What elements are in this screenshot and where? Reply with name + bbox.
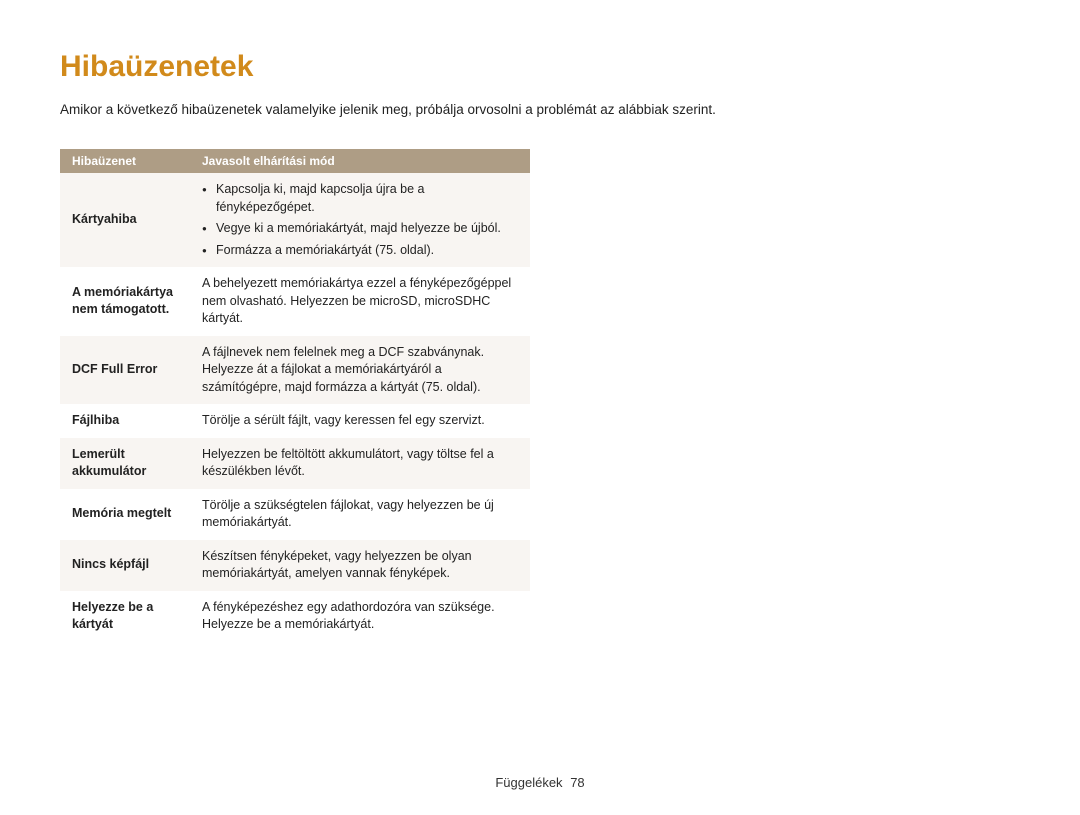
row-remedy: Kapcsolja ki, majd kapcsolja újra be a f… [190,173,530,267]
error-table: Hibaüzenet Javasolt elhárítási mód Kárty… [60,149,530,642]
table-row: FájlhibaTörölje a sérült fájlt, vagy ker… [60,404,530,438]
footer-page-number: 78 [570,775,584,790]
table-row: Helyezze be a kártyátA fényképezéshez eg… [60,591,530,642]
page-title: Hibaüzenetek [60,50,1020,84]
remedy-list-item: Kapcsolja ki, majd kapcsolja újra be a f… [202,181,518,216]
table-row: DCF Full ErrorA fájlnevek nem felelnek m… [60,336,530,405]
table-row: Memória megteltTörölje a szükségtelen fá… [60,489,530,540]
intro-text: Amikor a következő hibaüzenetek valamely… [60,102,1020,117]
table-header-row: Hibaüzenet Javasolt elhárítási mód [60,149,530,173]
table-row: Nincs képfájlKészítsen fényképeket, vagy… [60,540,530,591]
row-label: A memóriakártya nem támogatott. [60,267,190,336]
row-label: DCF Full Error [60,336,190,405]
page-footer: Függelékek 78 [0,775,1080,790]
row-label: Nincs képfájl [60,540,190,591]
table-row: Kártyahiba Kapcsolja ki, majd kapcsolja ú… [60,173,530,267]
col-header-error: Hibaüzenet [60,149,190,173]
table-row: A memóriakártya nem támogatott.A behelye… [60,267,530,336]
row-remedy: Törölje a szükségtelen fájlokat, vagy he… [190,489,530,540]
row-remedy: A fényképezéshez egy adathordozóra van s… [190,591,530,642]
remedy-list: Kapcsolja ki, majd kapcsolja újra be a f… [202,181,518,259]
row-label: Fájlhiba [60,404,190,438]
row-label: Kártyahiba [60,173,190,267]
row-label: Lemerült akkumulátor [60,438,190,489]
row-remedy: Készítsen fényképeket, vagy helyezzen be… [190,540,530,591]
table-body: Kártyahiba Kapcsolja ki, majd kapcsolja ú… [60,173,530,642]
row-remedy: Helyezzen be feltöltött akkumulátort, va… [190,438,530,489]
remedy-list-item: Vegye ki a memóriakártyát, majd helyezze… [202,220,518,238]
table-row: Lemerült akkumulátorHelyezzen be feltölt… [60,438,530,489]
row-label: Memória megtelt [60,489,190,540]
col-header-remedy: Javasolt elhárítási mód [190,149,530,173]
row-remedy: Törölje a sérült fájlt, vagy keressen fe… [190,404,530,438]
remedy-list-item: Formázza a memóriakártyát (75. oldal). [202,242,518,260]
footer-section: Függelékek [495,775,562,790]
row-remedy: A fájlnevek nem felelnek meg a DCF szabv… [190,336,530,405]
row-label: Helyezze be a kártyát [60,591,190,642]
row-remedy: A behelyezett memóriakártya ezzel a fény… [190,267,530,336]
